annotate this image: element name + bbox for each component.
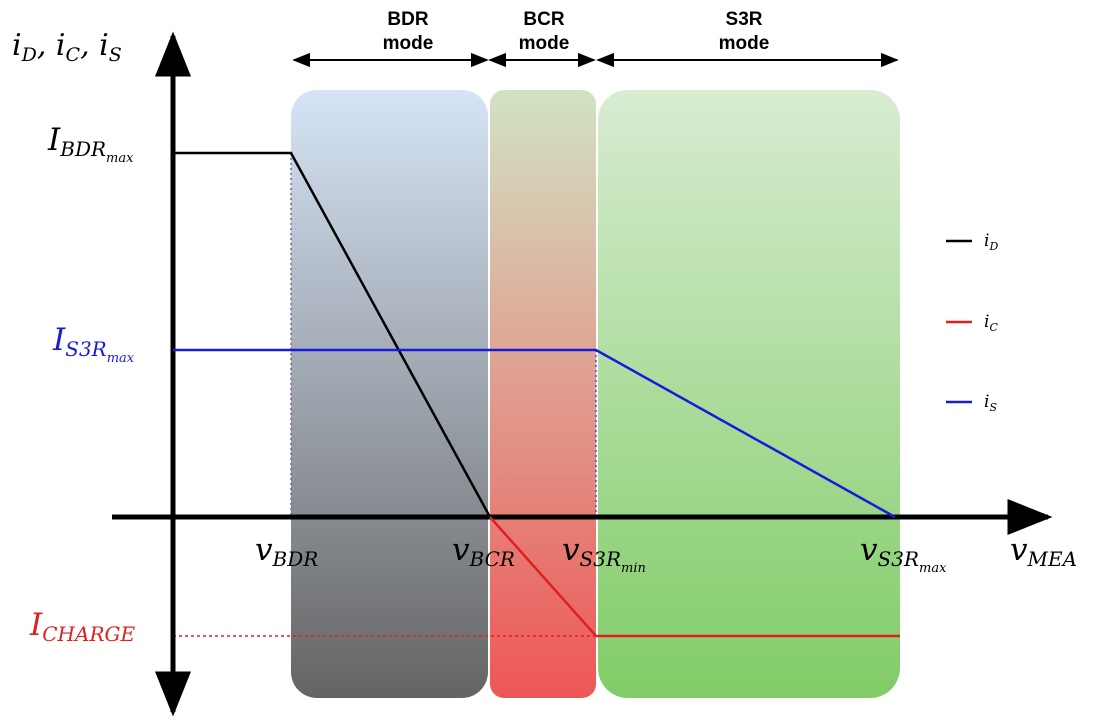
v-s3r-min-label: vS3Rmin bbox=[562, 532, 646, 576]
x-axis-label: vMEA bbox=[1010, 532, 1077, 571]
i-bdr-max-label: IBDRmax bbox=[47, 122, 134, 166]
i-charge-label: ICHARGE bbox=[29, 607, 135, 646]
legend: iD iC iS bbox=[946, 231, 998, 414]
bdr-mode-label: BDR mode bbox=[383, 9, 434, 54]
v-s3r-max-label: vS3Rmax bbox=[860, 532, 947, 576]
curve-i-d bbox=[173, 151, 492, 518]
i-s3r-max-label: IS3Rmax bbox=[52, 322, 135, 366]
bcr-mode-label: BCR mode bbox=[519, 9, 570, 54]
y-axis-label: iD, iC, iS bbox=[12, 28, 122, 66]
bdr-region bbox=[291, 90, 488, 698]
curve-i-s bbox=[173, 348, 896, 519]
s3r-mode-label: S3R mode bbox=[719, 9, 770, 54]
legend-label-i-s: iS bbox=[984, 392, 997, 414]
v-bdr-label: vBDR bbox=[255, 532, 318, 571]
legend-label-i-c: iC bbox=[984, 312, 998, 334]
legend-label-i-d: iD bbox=[984, 231, 998, 253]
curve-i-c bbox=[489, 516, 900, 638]
s3r-region bbox=[598, 90, 900, 698]
v-bcr-label: vBCR bbox=[452, 532, 515, 571]
bcr-region bbox=[490, 90, 596, 698]
